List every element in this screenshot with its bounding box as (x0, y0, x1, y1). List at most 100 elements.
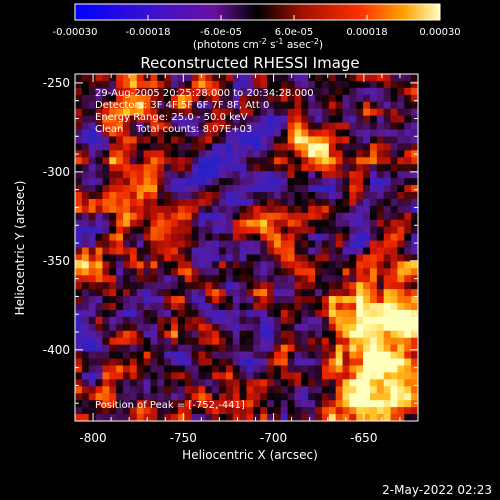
heatmap-cell (116, 303, 124, 311)
heatmap-cell (328, 108, 337, 117)
heatmap-cell (184, 247, 193, 255)
heatmap-cell (260, 150, 268, 158)
heatmap-cell (356, 379, 364, 387)
heatmap-cell (129, 80, 138, 89)
heatmap-cell (404, 108, 412, 117)
heatmap-cell (369, 275, 378, 283)
heatmap-cell (315, 219, 323, 228)
heatmap-cell (150, 136, 158, 144)
heatmap-cell (143, 143, 151, 151)
heatmap-cell (390, 365, 398, 373)
heatmap-cell (191, 115, 199, 123)
heatmap-cell (150, 268, 158, 276)
heatmap-cell (102, 414, 110, 421)
heatmap-cell (95, 351, 103, 359)
heatmap-cell (335, 337, 343, 346)
heatmap-cell (225, 212, 234, 221)
heatmap-cell (267, 330, 275, 339)
y-tick-label: -350 (43, 254, 70, 268)
heatmap-cell (253, 205, 261, 214)
heatmap-cell (102, 386, 110, 394)
heatmap-cell (102, 309, 110, 318)
heatmap-cell (123, 115, 131, 123)
heatmap-cell (205, 233, 213, 241)
heatmap-cell (164, 198, 172, 207)
heatmap-cell (280, 303, 289, 311)
heatmap-cell (253, 337, 261, 346)
heatmap-cell (239, 219, 247, 228)
heatmap-cell (109, 365, 117, 373)
heatmap-cell (280, 108, 289, 117)
heatmap-cell (75, 164, 83, 172)
heatmap-cell (177, 233, 186, 241)
heatmap-cell (273, 178, 282, 186)
heatmap-cell (301, 414, 309, 421)
heatmap-cell (164, 122, 172, 130)
heatmap-cell (301, 282, 309, 290)
heatmap-cell (143, 178, 151, 186)
heatmap-cell (363, 219, 371, 228)
heatmap-cell (321, 108, 330, 117)
heatmap-cell (232, 80, 241, 89)
heatmap-cell (335, 157, 343, 165)
heatmap-cell (260, 282, 268, 290)
heatmap-cell (342, 316, 350, 325)
heatmap-cell (342, 157, 350, 165)
heatmap-cell (363, 330, 371, 339)
heatmap-cell (123, 191, 131, 200)
heatmap-cell (267, 372, 275, 380)
heatmap-cell (335, 400, 343, 408)
heatmap-cell (397, 240, 405, 248)
heatmap-cell (397, 150, 405, 158)
heatmap-cell (349, 268, 357, 276)
heatmap-cell (363, 254, 371, 262)
heatmap-cell (342, 108, 350, 117)
heatmap-cell (404, 178, 412, 186)
heatmap-cell (369, 296, 378, 304)
heatmap-cell (246, 171, 254, 179)
heatmap-cell (116, 372, 124, 380)
heatmap-cell (273, 289, 282, 297)
heatmap-cell (246, 303, 254, 311)
heatmap-cell (191, 219, 199, 228)
heatmap-cell (280, 289, 289, 297)
heatmap-cell (335, 122, 343, 130)
heatmap-cell (109, 101, 117, 110)
heatmap-cell (225, 143, 234, 151)
heatmap-cell (383, 164, 391, 172)
heatmap-cell (253, 289, 261, 297)
heatmap-cell (383, 303, 391, 311)
heatmap-cell (253, 108, 261, 117)
heatmap-cell (225, 108, 234, 117)
heatmap-cell (273, 247, 282, 255)
heatmap-cell (369, 80, 378, 89)
heatmap-cell (212, 191, 220, 200)
heatmap-cell (301, 351, 309, 359)
heatmap-cell (349, 323, 357, 332)
heatmap-cell (157, 316, 165, 325)
heatmap-cell (328, 344, 337, 352)
heatmap-cell (273, 337, 282, 346)
heatmap-cell (356, 94, 364, 103)
heatmap-cell (294, 365, 302, 373)
heatmap-cell (205, 275, 213, 283)
heatmap-cell (315, 351, 323, 359)
heatmap-cell (287, 101, 295, 110)
heatmap-cell (315, 94, 323, 103)
heatmap-cell (212, 80, 220, 89)
heatmap-cell (369, 129, 378, 137)
heatmap-cell (287, 407, 295, 415)
heatmap-cell (191, 372, 199, 380)
heatmap-cell (177, 282, 186, 290)
heatmap-cell (376, 358, 385, 366)
heatmap-cell (328, 185, 337, 193)
heatmap-cell (123, 323, 131, 332)
heatmap-cell (369, 74, 378, 82)
heatmap-cell (280, 87, 289, 96)
heatmap-cell (129, 157, 138, 165)
heatmap-cell (280, 296, 289, 304)
heatmap-cell (315, 129, 323, 137)
heatmap-cell (404, 282, 412, 290)
heatmap-cell (349, 101, 357, 110)
heatmap-cell (342, 275, 350, 283)
